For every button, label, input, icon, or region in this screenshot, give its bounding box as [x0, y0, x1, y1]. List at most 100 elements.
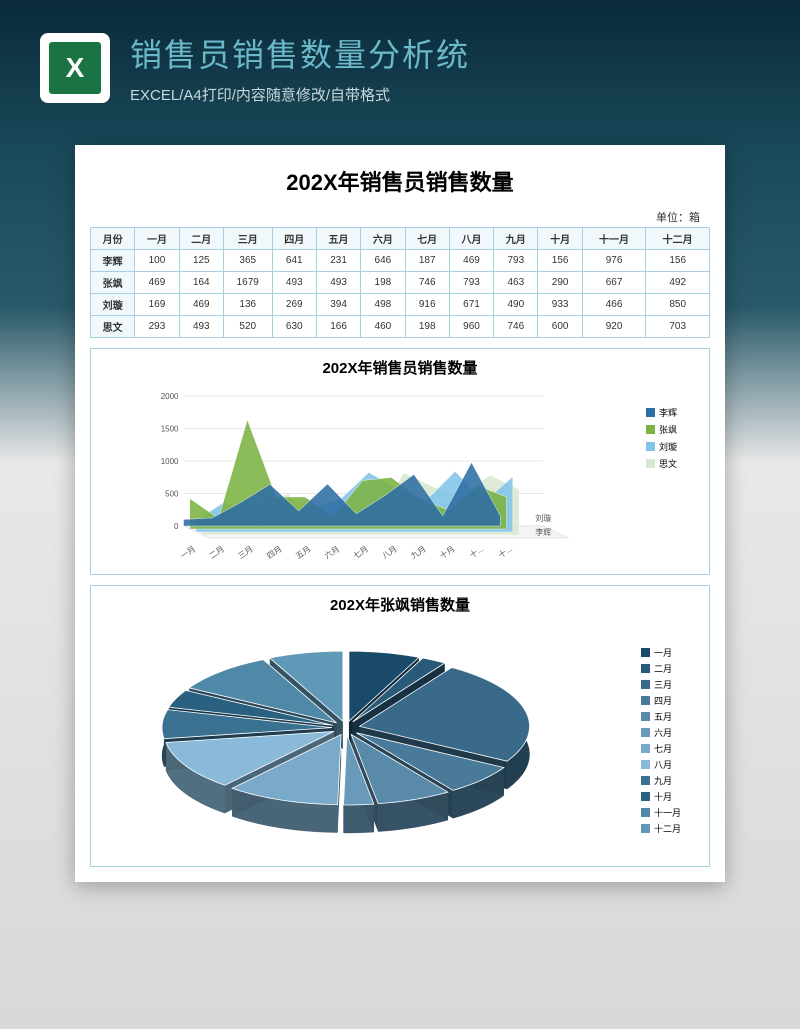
- area-chart-title: 202X年销售员销售数量: [99, 357, 701, 378]
- legend-item: 三月: [641, 678, 701, 691]
- legend-item: 十二月: [641, 822, 701, 835]
- pie-chart: [99, 623, 633, 858]
- table-cell: 469: [135, 272, 179, 294]
- legend-item: 四月: [641, 694, 701, 707]
- main-title: 销售员销售数量分析统: [130, 30, 760, 76]
- legend-item: 七月: [641, 742, 701, 755]
- svg-text:0: 0: [174, 522, 179, 531]
- table-cell: 思文: [91, 316, 135, 338]
- table-row: 刘璇169469136269394498916671490933466850: [91, 294, 710, 316]
- pie-chart-title: 202X年张飒销售数量: [99, 594, 701, 615]
- excel-icon: [40, 33, 110, 103]
- table-cell: 641: [272, 250, 316, 272]
- table-cell: 187: [405, 250, 449, 272]
- table-cell: 469: [179, 294, 223, 316]
- table-cell: 667: [582, 272, 646, 294]
- svg-text:四月: 四月: [265, 544, 283, 561]
- legend-item: 六月: [641, 726, 701, 739]
- table-cell: 493: [272, 272, 316, 294]
- table-row: 张飒4691641679493493198746793463290667492: [91, 272, 710, 294]
- legend-item: 九月: [641, 774, 701, 787]
- svg-text:李辉: 李辉: [535, 527, 551, 537]
- table-cell: 793: [449, 272, 493, 294]
- table-cell: 703: [646, 316, 710, 338]
- table-header: 二月: [179, 228, 223, 250]
- svg-text:十月: 十月: [438, 543, 457, 560]
- table-cell: 646: [361, 250, 405, 272]
- svg-text:500: 500: [165, 490, 179, 499]
- sales-table: 月份一月二月三月四月五月六月七月八月九月十月十一月十二月 李辉100125365…: [90, 227, 710, 338]
- svg-text:六月: 六月: [322, 543, 341, 560]
- legend-item: 十一月: [641, 806, 701, 819]
- legend-item: 十月: [641, 790, 701, 803]
- unit-label: 单位：箱: [90, 209, 710, 225]
- table-cell: 李辉: [91, 250, 135, 272]
- svg-text:五月: 五月: [294, 544, 312, 561]
- area-chart-section: 202X年销售员销售数量 0500100015002000一月二月三月四月五月六…: [90, 348, 710, 575]
- table-cell: 463: [494, 272, 538, 294]
- table-cell: 156: [538, 250, 582, 272]
- document-title: 202X年销售员销售数量: [90, 165, 710, 197]
- table-cell: 520: [223, 316, 272, 338]
- table-cell: 张飒: [91, 272, 135, 294]
- table-cell: 493: [316, 272, 360, 294]
- legend-item: 刘璇: [646, 440, 701, 453]
- svg-text:十...: 十...: [467, 543, 485, 560]
- svg-text:八月: 八月: [380, 544, 398, 561]
- table-cell: 493: [179, 316, 223, 338]
- table-cell: 793: [494, 250, 538, 272]
- table-cell: 466: [582, 294, 646, 316]
- legend-item: 二月: [641, 662, 701, 675]
- table-header: 四月: [272, 228, 316, 250]
- svg-text:2000: 2000: [161, 392, 179, 401]
- table-cell: 100: [135, 250, 179, 272]
- table-header: 月份: [91, 228, 135, 250]
- table-cell: 290: [538, 272, 582, 294]
- table-cell: 920: [582, 316, 646, 338]
- table-cell: 630: [272, 316, 316, 338]
- table-cell: 498: [361, 294, 405, 316]
- table-cell: 600: [538, 316, 582, 338]
- svg-text:九月: 九月: [409, 544, 427, 561]
- table-cell: 933: [538, 294, 582, 316]
- legend-item: 八月: [641, 758, 701, 771]
- table-cell: 198: [361, 272, 405, 294]
- table-cell: 394: [316, 294, 360, 316]
- area-chart-legend: 李辉张飒刘璇思文: [646, 386, 701, 566]
- svg-text:三月: 三月: [236, 544, 254, 561]
- legend-item: 张飒: [646, 423, 701, 436]
- table-cell: 850: [646, 294, 710, 316]
- table-cell: 刘璇: [91, 294, 135, 316]
- pie-chart-section: 202X年张飒销售数量 一月二月三月四月五月六月七月八月九月十月十一月十二月: [90, 585, 710, 867]
- table-cell: 460: [361, 316, 405, 338]
- table-cell: 490: [494, 294, 538, 316]
- table-header: 十月: [538, 228, 582, 250]
- svg-text:一月: 一月: [179, 544, 197, 561]
- table-row: 李辉100125365641231646187469793156976156: [91, 250, 710, 272]
- table-cell: 365: [223, 250, 272, 272]
- table-cell: 746: [405, 272, 449, 294]
- table-cell: 492: [646, 272, 710, 294]
- table-cell: 136: [223, 294, 272, 316]
- table-cell: 916: [405, 294, 449, 316]
- legend-item: 五月: [641, 710, 701, 723]
- pie-chart-legend: 一月二月三月四月五月六月七月八月九月十月十一月十二月: [641, 646, 701, 835]
- table-header: 九月: [494, 228, 538, 250]
- table-row: 思文293493520630166460198960746600920703: [91, 316, 710, 338]
- table-cell: 746: [494, 316, 538, 338]
- page-header: 销售员销售数量分析统 EXCEL/A4打印/内容随意修改/自带格式: [0, 0, 800, 125]
- table-cell: 269: [272, 294, 316, 316]
- table-header: 一月: [135, 228, 179, 250]
- svg-text:1500: 1500: [161, 425, 179, 434]
- table-header: 六月: [361, 228, 405, 250]
- table-header: 十二月: [646, 228, 710, 250]
- table-header: 七月: [405, 228, 449, 250]
- subtitle: EXCEL/A4打印/内容随意修改/自带格式: [130, 84, 760, 105]
- table-cell: 671: [449, 294, 493, 316]
- table-cell: 293: [135, 316, 179, 338]
- table-header: 五月: [316, 228, 360, 250]
- table-cell: 169: [135, 294, 179, 316]
- legend-item: 李辉: [646, 406, 701, 419]
- svg-text:刘璇: 刘璇: [535, 513, 551, 523]
- table-cell: 469: [449, 250, 493, 272]
